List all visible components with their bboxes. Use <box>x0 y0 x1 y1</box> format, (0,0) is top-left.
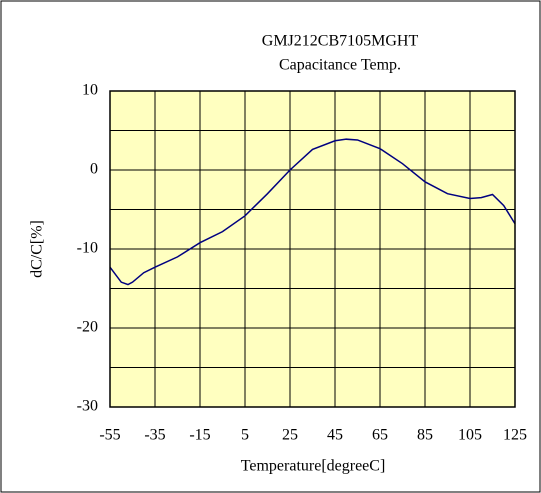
x-tick-label: -35 <box>144 427 165 444</box>
y-tick-label: -10 <box>77 240 98 257</box>
x-tick-label: 105 <box>458 427 482 444</box>
x-tick-label: 5 <box>241 427 249 444</box>
chart-title: GMJ212CB7105MGHT <box>262 33 419 50</box>
plot-border <box>109 90 516 408</box>
data-line <box>109 138 516 286</box>
chart-subtitle: Capacitance Temp. <box>279 57 401 74</box>
x-tick-label: 65 <box>372 427 388 444</box>
x-tick-label: 85 <box>417 427 433 444</box>
x-tick-label: -15 <box>189 427 210 444</box>
x-axis-label: Temperature[degreeC] <box>241 458 386 475</box>
x-tick-label: -55 <box>99 427 120 444</box>
y-tick-label: -30 <box>77 398 98 415</box>
y-tick-label: 10 <box>82 82 98 99</box>
x-tick-label: 25 <box>282 427 298 444</box>
y-tick-label: -20 <box>77 319 98 336</box>
x-tick-label: 125 <box>503 427 527 444</box>
x-tick-label: 45 <box>327 427 343 444</box>
y-tick-label: 0 <box>90 161 98 178</box>
y-axis-label: dC/C[%] <box>29 220 46 278</box>
